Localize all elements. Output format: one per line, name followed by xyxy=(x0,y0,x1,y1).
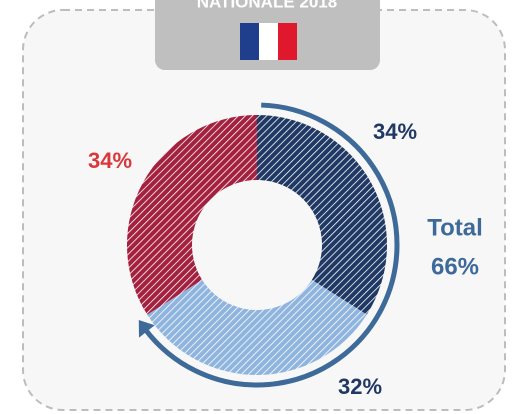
frame xyxy=(22,9,506,411)
total-arc xyxy=(143,102,400,388)
header-title: NATIONALE 2018 xyxy=(197,0,337,11)
flag xyxy=(240,23,297,60)
total-value: 66% xyxy=(431,253,479,280)
data-label: 34% xyxy=(373,119,417,144)
total-label: Total xyxy=(427,214,483,241)
donut-segment xyxy=(257,115,387,315)
arrow-head xyxy=(138,320,155,338)
data-label: 32% xyxy=(338,374,382,399)
data-label: 34% xyxy=(88,148,132,173)
donut-segment xyxy=(147,279,367,376)
donut-segment xyxy=(127,115,257,315)
